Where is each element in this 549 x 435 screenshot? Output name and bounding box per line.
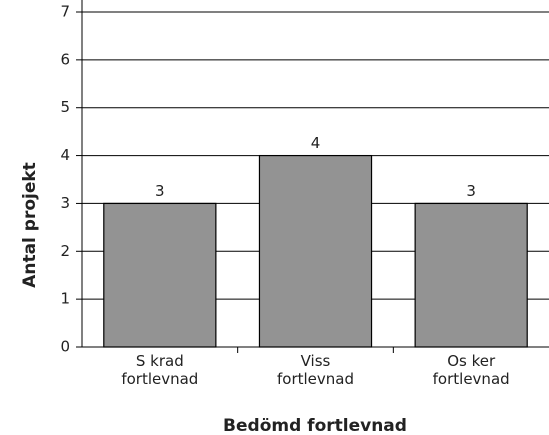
value-label: 4 [311, 134, 321, 152]
bar [414, 202, 528, 348]
bar [103, 202, 217, 348]
y-tick-label: 6 [60, 50, 70, 68]
y-tick-label: 2 [60, 242, 70, 260]
y-tick-label: 1 [60, 290, 70, 308]
y-tick-label: 3 [60, 194, 70, 212]
value-label: 3 [155, 182, 165, 200]
value-label: 3 [466, 182, 476, 200]
y-axis-label: Antal projekt [20, 162, 40, 288]
y-tick-label: 5 [60, 98, 70, 116]
y-tick-label: 4 [60, 146, 70, 164]
x-tick-label: S krad fortlevnad [121, 352, 199, 388]
y-tick-label: 0 [60, 338, 70, 356]
y-tick-label: 7 [60, 3, 70, 21]
bar [258, 154, 373, 348]
x-tick-label: Os ker fortlevnad [432, 352, 510, 388]
x-tick-label: Viss fortlevnad [277, 352, 354, 388]
x-axis-label: Bedömd fortlevnad [223, 416, 407, 435]
